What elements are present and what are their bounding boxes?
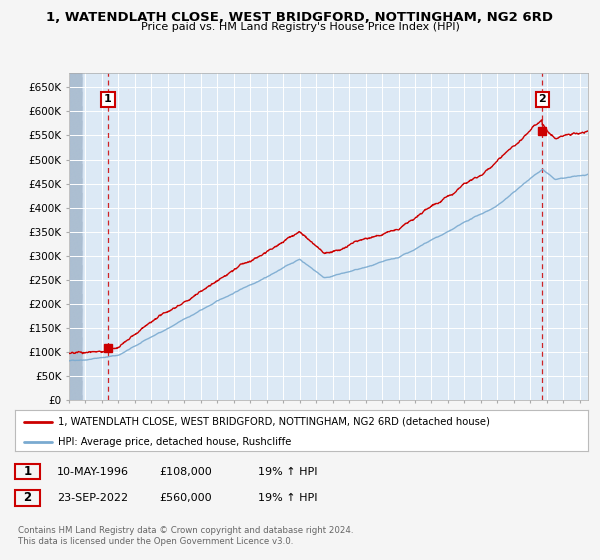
Text: HPI: Average price, detached house, Rushcliffe: HPI: Average price, detached house, Rush…	[58, 437, 292, 447]
Text: Price paid vs. HM Land Registry's House Price Index (HPI): Price paid vs. HM Land Registry's House …	[140, 22, 460, 32]
Text: 19% ↑ HPI: 19% ↑ HPI	[258, 493, 317, 503]
Text: 1, WATENDLATH CLOSE, WEST BRIDGFORD, NOTTINGHAM, NG2 6RD (detached house): 1, WATENDLATH CLOSE, WEST BRIDGFORD, NOT…	[58, 417, 490, 427]
Text: £108,000: £108,000	[159, 466, 212, 477]
Text: 1, WATENDLATH CLOSE, WEST BRIDGFORD, NOTTINGHAM, NG2 6RD: 1, WATENDLATH CLOSE, WEST BRIDGFORD, NOT…	[47, 11, 554, 24]
Text: 23-SEP-2022: 23-SEP-2022	[57, 493, 128, 503]
Text: £560,000: £560,000	[159, 493, 212, 503]
Text: 1: 1	[23, 465, 32, 478]
Text: Contains HM Land Registry data © Crown copyright and database right 2024.
This d: Contains HM Land Registry data © Crown c…	[18, 526, 353, 546]
Text: 1: 1	[104, 94, 112, 104]
Text: 2: 2	[23, 491, 32, 505]
Text: 2: 2	[538, 94, 546, 104]
Text: 10-MAY-1996: 10-MAY-1996	[57, 466, 129, 477]
Polygon shape	[69, 73, 82, 400]
Text: 19% ↑ HPI: 19% ↑ HPI	[258, 466, 317, 477]
